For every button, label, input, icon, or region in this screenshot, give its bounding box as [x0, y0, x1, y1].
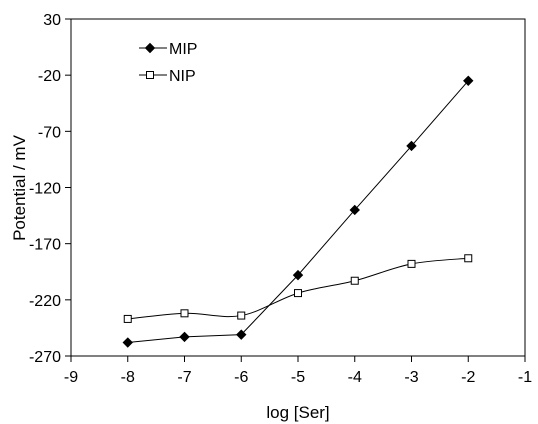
x-tick-label: -9 [64, 369, 78, 386]
x-tick-label: -2 [461, 369, 475, 386]
y-tick-label: -220 [29, 293, 61, 310]
y-axis: 30 -20 -70 -120 -170 -220 -270 [29, 12, 71, 366]
y-tick-label: -120 [29, 181, 61, 198]
data-point-nip [123, 314, 132, 323]
legend-marker-nip [146, 71, 154, 79]
data-point-nip [180, 309, 189, 318]
legend-label-mip: MIP [169, 41, 197, 58]
x-tick-label: -1 [518, 369, 532, 386]
legend-label-nip: NIP [169, 68, 196, 85]
series-line-mip [127, 80, 469, 344]
y-axis-label: Potential / mV [10, 134, 29, 240]
series-layer [122, 75, 474, 348]
x-tick-label: -4 [348, 369, 362, 386]
data-point-mip [122, 337, 133, 348]
y-tick-label: -20 [38, 68, 61, 85]
x-tick-label: -3 [404, 369, 418, 386]
data-point-nip [407, 259, 416, 268]
data-point-mip [179, 331, 190, 343]
legend-marker-mip [144, 42, 156, 54]
data-point-nip [294, 289, 302, 298]
legend: MIP NIP [139, 41, 197, 85]
x-axis: -9 -8 -7 -6 -5 -4 -3 -2 -1 [64, 356, 532, 386]
y-tick-label: -270 [29, 349, 61, 366]
x-axis-label: log [Ser] [266, 403, 329, 422]
series-line-nip [127, 257, 469, 320]
data-point-mip [406, 140, 417, 152]
y-tick-label: -70 [38, 124, 61, 141]
x-tick-label: -6 [234, 369, 248, 386]
x-tick-label: -8 [121, 369, 135, 386]
data-point-nip [237, 311, 246, 320]
data-point-nip [350, 276, 359, 285]
x-tick-label: -7 [177, 369, 191, 386]
data-point-mip [236, 329, 247, 340]
data-point-mip [463, 75, 474, 86]
data-point-mip [349, 204, 360, 216]
data-point-nip [464, 254, 473, 263]
x-tick-label: -5 [291, 369, 305, 386]
y-tick-label: -170 [29, 237, 61, 254]
data-point-mip [292, 269, 304, 281]
plot-frame [70, 18, 526, 357]
y-tick-label: 30 [43, 12, 61, 29]
